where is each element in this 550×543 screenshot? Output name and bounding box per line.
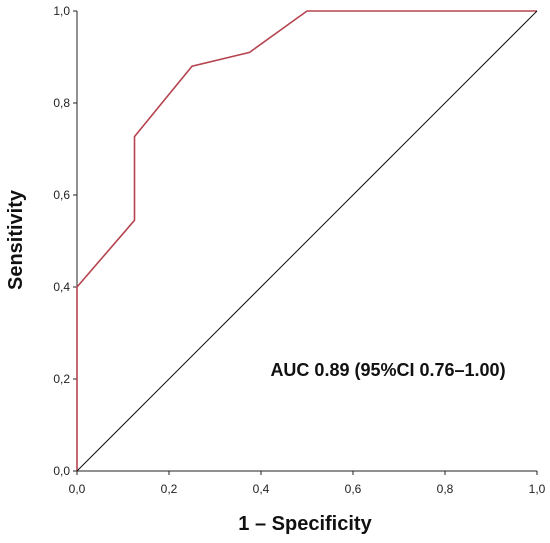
x-tick-label: 0,4 bbox=[253, 482, 270, 496]
y-tick-label: 0,8 bbox=[53, 96, 70, 110]
auc-annotation: AUC 0.89 (95%CI 0.76–1.00) bbox=[270, 360, 505, 380]
y-tick-label: 0,0 bbox=[53, 464, 70, 478]
x-tick-label: 0,6 bbox=[345, 482, 362, 496]
y-axis-title: Sensitivity bbox=[5, 189, 27, 290]
reference-diagonal-line bbox=[76, 10, 538, 472]
y-tick-label: 1,0 bbox=[53, 4, 70, 18]
axes-layer: 0,0 0,2 0,4 0,6 0,8 1,0 0,0 0,2 0,4 0,6 0,8 1,0 bbox=[53, 4, 545, 496]
labels-layer: 1 – Specificity Sensitivity AUC 0.89 (95… bbox=[5, 189, 506, 535]
y-tick-label: 0,6 bbox=[53, 188, 70, 202]
series-layer bbox=[76, 10, 538, 472]
y-tick-label: 0,4 bbox=[53, 280, 70, 294]
x-axis-title: 1 – Specificity bbox=[238, 513, 372, 535]
y-tick-label: 0,2 bbox=[53, 372, 70, 386]
x-tick-label: 0,2 bbox=[161, 482, 178, 496]
x-tick-label: 0,0 bbox=[69, 482, 86, 496]
x-tick-label: 1,0 bbox=[529, 482, 546, 496]
roc-curve-line bbox=[76, 10, 537, 471]
x-tick-label: 0,8 bbox=[437, 482, 454, 496]
